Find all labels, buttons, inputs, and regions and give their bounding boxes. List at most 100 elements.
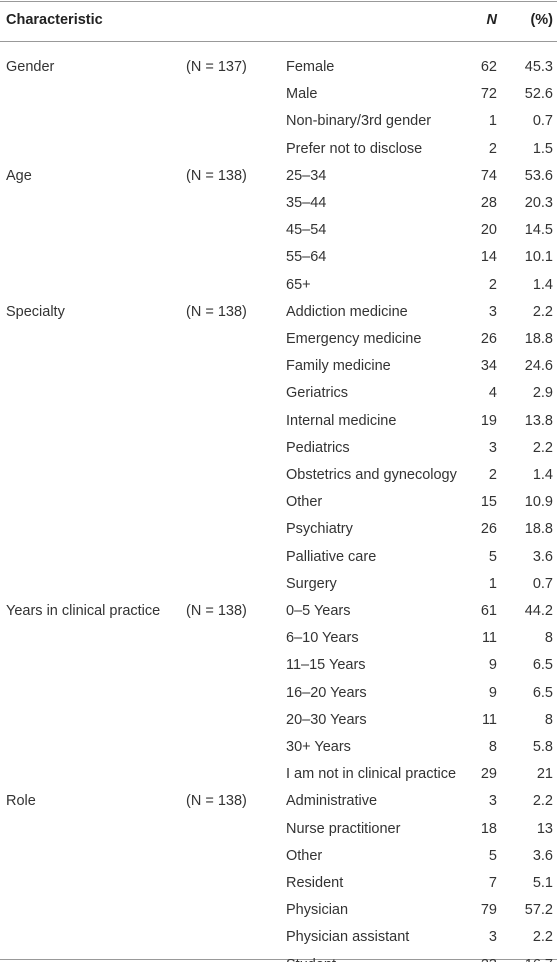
item-label: 55–64 [286,249,327,266]
item-label: Internal medicine [286,412,397,429]
item-label: Family medicine [286,358,391,375]
item-n: 1 [488,113,497,130]
item-n: 3 [488,303,497,320]
item-pct: 20.3 [524,195,553,211]
item-n: 11 [481,711,497,728]
item-n: 72 [480,86,497,103]
item-label: Physician assistant [286,929,410,946]
item-label: Other [286,847,323,864]
item-pct: 53.6 [524,167,553,184]
item-pct: 1.4 [532,467,553,483]
item-pct: 10.1 [524,249,553,266]
item-pct: 1.4 [532,276,553,293]
item-pct: 3.6 [532,548,553,565]
item-pct: 2.2 [532,793,553,810]
item-label: Male [286,86,318,103]
item-n: 20 [480,222,497,239]
item-pct: 2.2 [532,929,553,946]
item-label: Student [286,956,336,962]
group-n: (N = 138) [186,303,247,320]
group-n: (N = 138) [186,793,247,810]
item-n: 15 [480,494,497,511]
item-n: 74 [480,167,497,184]
item-pct: 45.3 [524,59,553,75]
group-name: Age [6,167,32,184]
item-pct: 16.7 [525,956,553,962]
item-label: Administrative [286,793,378,810]
item-label: Female [286,59,335,75]
item-n: 2 [488,467,497,483]
item-n: 26 [480,521,497,538]
item-pct: 8 [544,630,553,647]
group-name: Gender [6,59,55,75]
item-n: 7 [488,875,497,891]
item-label: Physician [286,902,349,919]
header-characteristic: Characteristic [6,12,103,28]
item-pct: 24.6 [524,358,553,375]
item-n: 3 [488,439,497,456]
top-rule [0,1,557,2]
item-pct: 13.8 [524,412,553,429]
item-pct: 2.9 [532,385,553,402]
item-pct: 0.7 [532,575,553,592]
item-label: 65+ [286,276,311,293]
item-label: Psychiatry [286,521,353,538]
item-label: Non-binary/3rd gender [286,113,432,130]
item-n: 2 [488,140,497,157]
item-n: 61 [480,603,497,619]
item-n: 28 [480,195,497,211]
bottom-rule [0,959,557,960]
item-n: 23 [481,956,497,962]
header-rule [0,41,557,42]
item-label: Pediatrics [286,439,350,456]
item-label: 11–15 Years [286,657,366,674]
item-n: 2 [488,276,497,293]
item-n: 29 [480,766,497,783]
item-label: Obstetrics and gynecology [286,467,457,483]
item-n: 19 [480,412,497,429]
item-pct: 5.1 [532,875,553,891]
item-pct: 18.8 [524,331,553,347]
item-label: 16–20 Years [286,684,367,701]
item-pct: 14.5 [524,222,553,239]
item-label: 45–54 [286,222,327,239]
item-n: 4 [488,385,497,402]
item-label: Surgery [286,575,337,592]
item-label: Geriatrics [286,385,349,402]
group-n: (N = 138) [186,167,247,184]
item-label: Emergency medicine [286,331,422,347]
group-name: Years in clinical practice [6,603,161,619]
header-n: N [486,12,497,28]
item-label: 25–34 [286,167,327,184]
item-n: 11 [481,630,497,647]
item-pct: 5.8 [532,739,553,755]
item-n: 9 [488,684,497,701]
group-n: (N = 138) [186,603,247,619]
item-n: 26 [480,331,497,347]
item-pct: 1.5 [532,140,553,157]
item-n: 5 [488,847,497,864]
item-n: 3 [488,793,497,810]
item-pct: 2.2 [532,303,553,320]
item-label: 30+ Years [286,739,351,755]
item-pct: 57.2 [524,902,553,919]
item-n: 9 [488,657,497,674]
item-n: 18 [480,820,497,837]
item-pct: 6.5 [532,657,553,674]
header-pct: (%) [530,12,553,28]
item-n: 62 [480,59,497,75]
item-pct: 44.2 [524,603,553,619]
item-pct: 52.6 [524,86,553,103]
item-label: 35–44 [286,195,327,211]
item-label: Resident [286,875,344,891]
item-label: Addiction medicine [286,303,408,320]
item-pct: 13 [536,820,553,837]
item-n: 79 [480,902,497,919]
item-pct: 18.8 [524,521,553,538]
item-n: 3 [488,929,497,946]
item-pct: 8 [544,711,553,728]
item-label: Palliative care [286,548,377,565]
item-n: 34 [480,358,497,375]
item-pct: 0.7 [532,113,553,130]
item-pct: 2.2 [532,439,553,456]
